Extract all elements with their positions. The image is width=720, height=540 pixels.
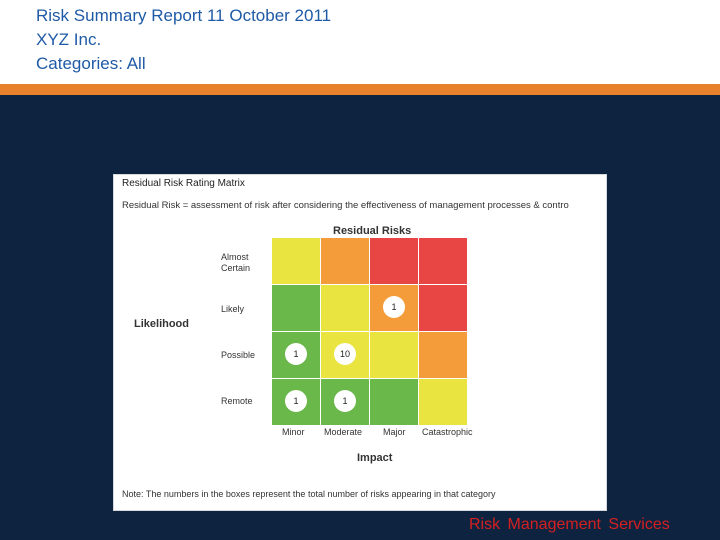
report-title: Risk Summary Report 11 October 2011 [36, 6, 332, 25]
matrix-cell-r0-c0 [272, 238, 320, 284]
impact-axis-label: Impact [357, 452, 393, 464]
matrix-cell-r0-c1 [321, 238, 369, 284]
matrix-cell-r1-c0 [272, 285, 320, 331]
row-label-likely: Likely [221, 304, 245, 314]
risk-count-badge: 1 [285, 390, 307, 412]
matrix-description: Residual Risk = assessment of risk after… [122, 200, 569, 211]
risk-count-badge: 1 [334, 390, 356, 412]
categories-filter: Categories: All [36, 54, 146, 73]
col-label-minor: Minor [282, 427, 305, 437]
matrix-cell-r3-c2 [370, 379, 418, 425]
matrix-cell-r0-c3 [419, 238, 467, 284]
matrix-cell-r2-c3 [419, 332, 467, 378]
row-label-remote: Remote [221, 396, 253, 406]
matrix-cell-r3-c3 [419, 379, 467, 425]
matrix-cell-r2-c2 [370, 332, 418, 378]
company-name: XYZ Inc. [36, 30, 102, 49]
matrix-cell-r1-c3 [419, 285, 467, 331]
matrix-cell-r3-c0: 1 [272, 379, 320, 425]
matrix-cell-r1-c2: 1 [370, 285, 418, 331]
row-label-possible: Possible [221, 350, 256, 360]
risk-matrix-panel: Residual Risk Rating Matrix Residual Ris… [113, 174, 607, 511]
matrix-note: Note: The numbers in the boxes represent… [122, 489, 496, 499]
row-label-almost-certain: Almost Certain [221, 252, 251, 273]
matrix-cell-r0-c2 [370, 238, 418, 284]
col-label-moderate: Moderate [324, 427, 363, 437]
risk-matrix-grid: 1 1 10 1 1 [272, 238, 468, 428]
col-label-catastrophic: Catastrophic [422, 427, 473, 437]
matrix-cell-r3-c1: 1 [321, 379, 369, 425]
matrix-cell-r1-c1 [321, 285, 369, 331]
report-header: Risk Summary Report 11 October 2011 XYZ … [0, 0, 720, 84]
col-label-major: Major [383, 427, 406, 437]
risk-count-badge: 10 [334, 343, 356, 365]
accent-stripe [0, 84, 720, 95]
risk-count-badge: 1 [285, 343, 307, 365]
matrix-cell-r2-c1: 10 [321, 332, 369, 378]
matrix-panel-title: Residual Risk Rating Matrix [122, 178, 245, 189]
matrix-heading: Residual Risks [333, 225, 412, 237]
likelihood-axis-label: Likelihood [134, 318, 189, 330]
matrix-cell-r2-c0: 1 [272, 332, 320, 378]
risk-count-badge: 1 [383, 296, 405, 318]
footer-brand: Risk Management Services [469, 516, 670, 533]
